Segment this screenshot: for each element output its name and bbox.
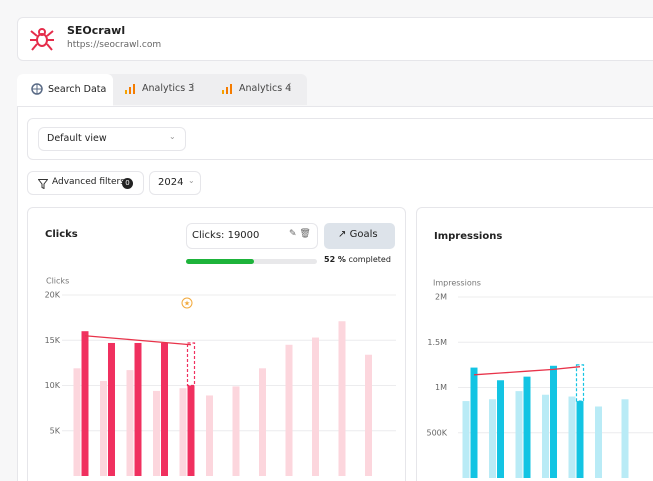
- year-label: 2024: [158, 177, 184, 188]
- trend-line: [84, 335, 192, 346]
- progress-text: 52 % completed: [324, 255, 391, 264]
- y-tick-label: 500K: [426, 428, 447, 437]
- site-header: SEOcrawl https://seocrawl.com: [17, 17, 653, 61]
- logo: [30, 28, 54, 51]
- filter-count: 0: [122, 178, 133, 189]
- projection: [186, 342, 196, 387]
- bar: [126, 370, 134, 476]
- view-select[interactable]: Default view ⌄: [38, 127, 186, 151]
- filter-button[interactable]: Advanced filters 0: [27, 171, 144, 195]
- bar: [179, 388, 187, 476]
- edit-icons[interactable]: ✎ 🗑: [289, 229, 311, 239]
- progress-suffix: completed: [348, 255, 391, 264]
- tab-menu[interactable]: ⋮: [188, 82, 198, 93]
- y-tick-label: 20K: [45, 291, 61, 300]
- tab-icon: [222, 84, 232, 94]
- bar: [161, 342, 168, 476]
- y-tick-label: 10K: [45, 381, 61, 390]
- bar: [550, 365, 557, 478]
- y-axis-label: Clicks: [46, 277, 69, 286]
- bar: [134, 342, 142, 476]
- bar: [489, 399, 496, 478]
- y-tick-label: 1M: [435, 383, 447, 392]
- y-tick-label: 1.5M: [427, 338, 447, 347]
- bar: [365, 354, 372, 476]
- goals-button[interactable]: ↗ Goals: [324, 223, 395, 249]
- view-select-label: Default view: [47, 133, 107, 144]
- filter-label: Advanced filters: [52, 177, 125, 187]
- bar: [568, 396, 576, 478]
- bar: [523, 376, 531, 478]
- bar: [232, 386, 240, 476]
- bar: [153, 390, 160, 476]
- site-url: https://seocrawl.com: [67, 40, 162, 50]
- tab-active[interactable]: Search Data: [17, 74, 113, 106]
- tab-menu[interactable]: ⋮: [285, 82, 295, 93]
- brand: SEOcrawl: [67, 24, 126, 37]
- panel-title: Clicks: [45, 229, 78, 240]
- bar: [108, 342, 115, 476]
- bar: [621, 399, 629, 478]
- goals-text: Goals: [349, 229, 378, 240]
- goal-marker: [181, 297, 193, 309]
- tab-icon: [125, 84, 135, 94]
- bar: [338, 321, 346, 476]
- bar: [595, 406, 602, 478]
- filter-icon: [38, 179, 48, 189]
- y-tick-label: 15K: [45, 336, 61, 345]
- y-axis-label: Impressions: [433, 279, 481, 288]
- bar: [100, 380, 107, 476]
- y-tick-label: 5K: [50, 426, 61, 435]
- bar: [462, 401, 470, 478]
- progress-track: [186, 259, 317, 264]
- bar: [312, 337, 319, 476]
- chevron: ⌄: [169, 132, 176, 141]
- panel-title: Impressions: [434, 231, 503, 242]
- impressions-panel: Impressions: [416, 207, 653, 481]
- bar: [470, 367, 478, 478]
- bar: [497, 380, 504, 478]
- goal-input-text: Clicks: 19000: [192, 230, 260, 241]
- tab-label: Analytics 4: [239, 83, 292, 94]
- projection: [575, 364, 585, 402]
- bar: [73, 368, 81, 476]
- view-bar: [27, 118, 653, 160]
- bar: [285, 344, 293, 476]
- goals-label: ↗ Goals: [338, 229, 378, 240]
- progress-fill: [186, 259, 255, 264]
- bar: [259, 368, 266, 476]
- year-select[interactable]: 2024 ⌄: [149, 171, 201, 195]
- trend-icon: ↗: [338, 229, 347, 240]
- bar: [81, 331, 89, 476]
- trend-line: [473, 366, 581, 376]
- y-tick-label: 2M: [435, 293, 447, 302]
- bar: [206, 395, 213, 476]
- tab-icon: [31, 83, 43, 95]
- progress-label: 52 %: [324, 255, 346, 264]
- goal-marker-star: ★: [184, 300, 190, 308]
- bar: [515, 391, 523, 478]
- tab-label: Analytics 3: [142, 83, 195, 94]
- chevron: ⌄: [188, 176, 195, 185]
- bar: [576, 401, 584, 478]
- tab-label: Search Data: [48, 84, 107, 95]
- bar: [542, 394, 549, 478]
- goal-input[interactable]: Clicks: 19000 ✎ 🗑: [186, 223, 318, 249]
- bar: [187, 385, 195, 476]
